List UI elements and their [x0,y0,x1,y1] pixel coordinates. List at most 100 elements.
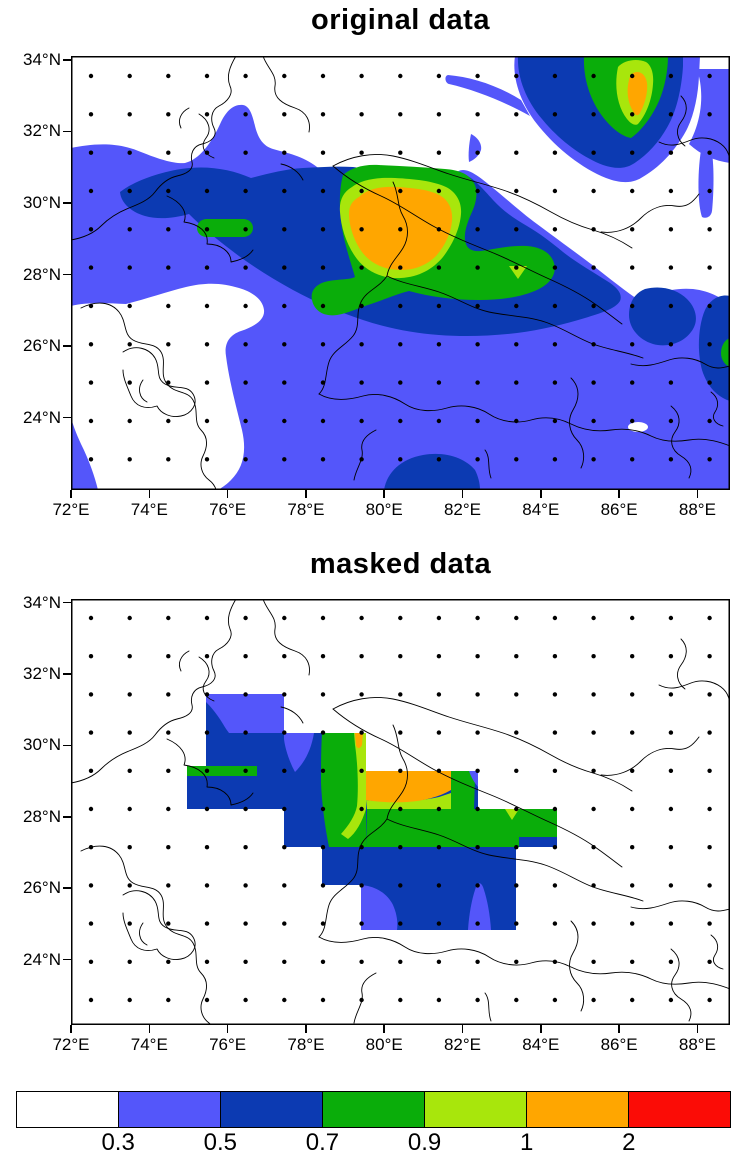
grid-dot [359,997,364,1003]
x-tick-mark [618,1025,620,1033]
border-line [386,275,644,359]
x-tick-label: 86°E [600,500,638,519]
grid-dot [320,730,326,735]
grid-dot [166,150,171,155]
grid-dot [552,265,558,270]
grid-dot [668,342,674,347]
grid-dot [514,845,519,850]
grid-dot [707,303,712,309]
grid-dot [707,112,712,117]
grid-dot [359,730,364,735]
grid-dot [127,845,132,850]
grid-dot [359,806,364,812]
grid-dot [436,730,442,735]
grid-dot [127,615,132,621]
grid-dot [436,188,442,194]
grid-dot [88,921,94,926]
grid-dot [475,768,480,773]
grid-dot [166,615,171,621]
grid-dot [436,806,442,812]
y-tick-label: 26°N [23,878,61,898]
grid-dot [320,845,326,850]
grid-dot [591,806,596,812]
grid-dot [668,112,674,117]
border-line [262,599,310,676]
x-tick-mark [383,490,385,498]
grid-dot [320,73,326,79]
grid-dot [127,959,132,964]
grid-dot [514,921,519,926]
y-tick-mark [63,673,71,675]
grid-dot [282,112,287,117]
grid-dot [282,188,287,194]
grid-dot [127,418,132,424]
grid-dot [514,768,519,773]
grid-dot [552,418,558,424]
grid-dot [282,959,287,964]
grid-dot [707,150,712,155]
grid-dot [359,768,364,773]
grid-dot [166,654,171,659]
grid-dot [243,730,248,735]
grid-dot [88,150,94,155]
grid-dot [398,265,403,270]
y-tick-mark [63,345,71,347]
border-line [318,936,730,990]
grid-dot [127,303,132,309]
x-tick-label: 78°E [287,500,325,519]
grid-dot [398,654,403,659]
grid-dot [88,380,94,385]
x-tick-mark [461,1025,464,1033]
grid-dot [320,615,326,621]
blob-darkblue-southeast [629,287,696,346]
grid-dot [398,188,403,194]
grid-dot [166,959,171,964]
border-line [332,165,623,325]
border-line [318,275,388,395]
grid-dot [630,806,635,812]
grid-dot [204,457,210,462]
grid-dot [320,112,326,117]
grid-dot [591,997,596,1003]
grid-dot [166,418,171,424]
y-tick-mark [63,744,71,747]
grid-dot [475,959,480,964]
grid-dot [127,654,132,659]
grid-dot [436,150,442,155]
border-line [122,347,196,417]
grid-dot [204,883,210,888]
grid-dot [127,692,132,697]
mask-lightblue-corner-sliver [469,771,478,787]
colorbar-label: 0.7 [305,1129,340,1156]
grid-dot [166,73,171,79]
grid-dot [398,418,403,424]
grid-dot [127,342,132,347]
grid-dot [320,692,326,697]
grid-dot [514,150,519,155]
grid-dots [88,73,712,462]
grid-dot [552,921,558,926]
grid-dot [514,457,519,462]
x-tick-mark [70,1025,72,1033]
grid-dot [436,227,442,232]
grid-dots [88,615,712,1003]
border-line [80,302,217,490]
grid-dot [204,921,210,926]
plot-frame [71,56,730,490]
grid-dot [630,188,635,194]
grid-dot [127,188,132,194]
grid-dot [282,654,287,659]
grid-dot [436,768,442,773]
grid-dot [88,227,94,232]
grid-dot [668,380,674,385]
grid-dot [166,342,171,347]
grid-dot [591,615,596,621]
grid-dot [591,188,596,194]
grid-dot [243,73,248,79]
grid-dot [475,73,480,79]
grid-dot [436,457,442,462]
grid-dot [552,342,558,347]
grid-dot [398,342,403,347]
grid-dot [127,768,132,773]
grid-dot [398,112,403,117]
